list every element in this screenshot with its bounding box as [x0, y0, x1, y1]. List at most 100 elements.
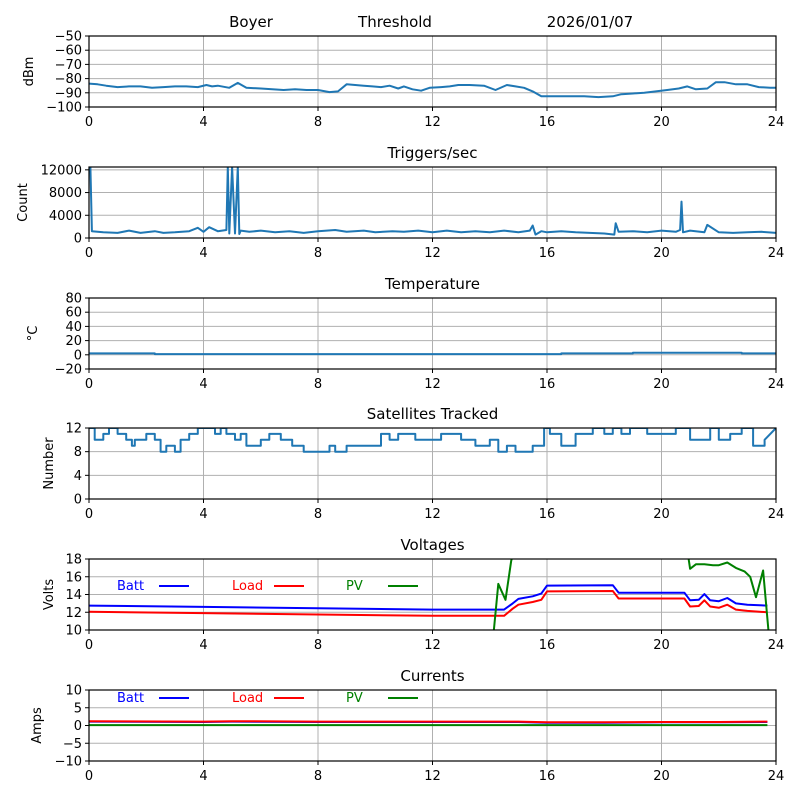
xtick-label-satellites-1: 4 [199, 507, 207, 522]
xtick-label-triggers-3: 12 [424, 246, 441, 261]
chart-title-triggers: Triggers/sec [387, 144, 478, 162]
ylabel-rssi: dBm [22, 57, 37, 87]
ytick-label-triggers-1: 4000 [49, 209, 82, 224]
ytick-label-temperature-1: 0 [74, 348, 82, 363]
xtick-label-voltages-2: 8 [314, 638, 322, 653]
ytick-label-triggers-2: 8000 [49, 186, 82, 201]
ytick-label-currents-3: 5 [74, 701, 82, 716]
ytick-label-voltages-0: 10 [65, 624, 82, 639]
xtick-label-temperature-1: 4 [199, 377, 207, 392]
ylabel-currents: Amps [30, 707, 45, 744]
legend-label-currents-pv: PV [346, 691, 363, 706]
ytick-label-rssi-5: −50 [55, 30, 82, 45]
header-mode: Threshold [357, 13, 432, 31]
xtick-label-triggers-4: 16 [539, 246, 556, 261]
ytick-label-satellites-3: 12 [65, 422, 82, 437]
ytick-label-rssi-3: −70 [55, 58, 82, 73]
xtick-label-temperature-0: 0 [85, 377, 93, 392]
xtick-label-voltages-4: 16 [539, 638, 556, 653]
ytick-label-voltages-1: 12 [65, 606, 82, 621]
xtick-label-rssi-5: 20 [653, 115, 670, 130]
legend-label-voltages-pv: PV [346, 579, 363, 594]
ylabel-temperature: °C [26, 326, 41, 342]
ytick-label-temperature-4: 60 [65, 306, 82, 321]
xtick-label-satellites-2: 8 [314, 507, 322, 522]
ylabel-triggers: Count [16, 183, 31, 222]
xtick-label-rssi-2: 8 [314, 115, 322, 130]
xtick-label-currents-0: 0 [85, 769, 93, 784]
xtick-label-currents-1: 4 [199, 769, 207, 784]
xtick-label-temperature-3: 12 [424, 377, 441, 392]
ytick-label-temperature-2: 20 [65, 334, 82, 349]
ytick-label-triggers-0: 0 [74, 232, 82, 247]
ytick-label-rssi-1: −90 [55, 86, 82, 101]
xtick-label-voltages-1: 4 [199, 638, 207, 653]
ytick-label-triggers-3: 12000 [41, 163, 82, 178]
ytick-label-voltages-2: 14 [65, 588, 82, 603]
ytick-label-satellites-2: 8 [74, 445, 82, 460]
chart-title-currents: Currents [400, 667, 464, 685]
xtick-label-satellites-4: 16 [539, 507, 556, 522]
series-voltages-pv [492, 559, 770, 630]
xtick-label-triggers-5: 20 [653, 246, 670, 261]
ytick-label-satellites-1: 4 [74, 469, 82, 484]
panel-satellites: 0 4 8 12 16 20 24 0 4 8 12 Satellites Tracked Number [42, 405, 784, 522]
chart-title-voltages: Voltages [400, 536, 464, 554]
ylabel-satellites: Number [42, 437, 57, 490]
panel-triggers: 0 4 8 12 16 20 24 0 4000 8000 12000 Triggers/sec Cou… [16, 144, 784, 261]
xtick-label-triggers-0: 0 [85, 246, 93, 261]
header-date: 2026/01/07 [547, 13, 633, 31]
ylabel-voltages: Volts [42, 579, 57, 611]
xtick-label-temperature-4: 16 [539, 377, 556, 392]
xtick-label-satellites-0: 0 [85, 507, 93, 522]
legend-label-voltages-load: Load [232, 579, 263, 594]
xtick-label-triggers-1: 4 [199, 246, 207, 261]
xtick-label-satellites-5: 20 [653, 507, 670, 522]
xtick-label-currents-5: 20 [653, 769, 670, 784]
xtick-label-triggers-6: 24 [768, 246, 785, 261]
ytick-label-temperature-3: 40 [65, 320, 82, 335]
xtick-label-rssi-6: 24 [768, 115, 785, 130]
ytick-label-temperature-5: 80 [65, 292, 82, 307]
ytick-label-voltages-4: 18 [65, 553, 82, 568]
ytick-label-currents-4: 10 [65, 684, 82, 699]
xtick-label-currents-6: 24 [768, 769, 785, 784]
panel-rssi: 0 4 8 12 16 20 24 −100−90−80−70−60−50 dBm [22, 30, 784, 131]
ytick-label-rssi-4: −60 [55, 44, 82, 59]
panel-currents: 0 4 8 12 16 20 24 −10 −5 0 5 10 Currents Amps Batt Load… [30, 667, 784, 784]
series-satellites-sats [89, 428, 776, 453]
xtick-label-rssi-3: 12 [424, 115, 441, 130]
series-rssi-signal [89, 81, 776, 99]
legend-label-voltages-batt: Batt [117, 579, 144, 594]
ytick-label-currents-1: −5 [63, 737, 82, 752]
panel-voltages: 0 4 8 12 16 20 24 10 12 14 16 18 Voltages Volts Batt Lo… [42, 536, 784, 653]
xtick-label-satellites-3: 12 [424, 507, 441, 522]
xtick-label-rssi-1: 4 [199, 115, 207, 130]
xtick-label-voltages-5: 20 [653, 638, 670, 653]
ytick-label-satellites-0: 0 [74, 493, 82, 508]
xtick-label-voltages-0: 0 [85, 638, 93, 653]
series-voltages-load [89, 590, 768, 617]
ytick-label-voltages-3: 16 [65, 570, 82, 585]
ytick-label-currents-2: 0 [74, 719, 82, 734]
chart-title-satellites: Satellites Tracked [367, 405, 498, 423]
xtick-label-triggers-2: 8 [314, 246, 322, 261]
ytick-label-rssi-2: −80 [55, 72, 82, 87]
xtick-label-temperature-6: 24 [768, 377, 785, 392]
series-triggers-triggers [89, 167, 776, 236]
xtick-label-temperature-5: 20 [653, 377, 670, 392]
series-voltages-batt [89, 584, 768, 611]
header-station: Boyer [229, 13, 274, 31]
xtick-label-currents-3: 12 [424, 769, 441, 784]
series-temperature-temp [89, 351, 776, 356]
ytick-label-temperature-0: −20 [55, 363, 82, 378]
xtick-label-satellites-6: 24 [768, 507, 785, 522]
xtick-label-currents-2: 8 [314, 769, 322, 784]
xtick-label-voltages-3: 12 [424, 638, 441, 653]
ytick-label-currents-0: −10 [55, 755, 82, 770]
chart-title-temperature: Temperature [384, 275, 480, 293]
ytick-label-rssi-0: −100 [46, 101, 82, 116]
xtick-label-voltages-6: 24 [768, 638, 785, 653]
